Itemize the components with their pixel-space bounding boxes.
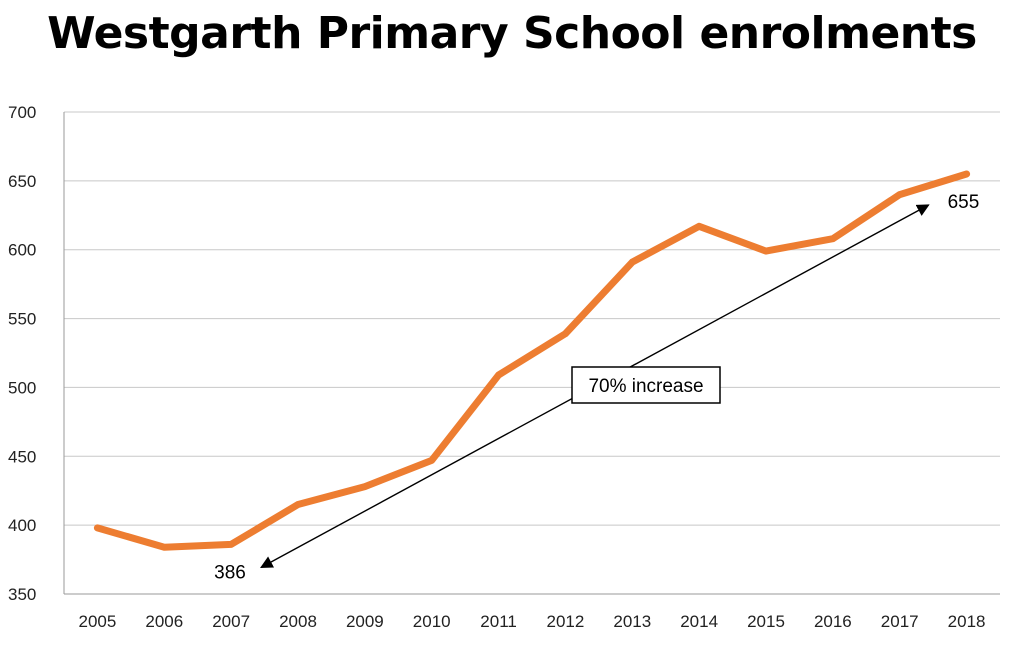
y-tick-label: 500	[8, 378, 36, 397]
data-point	[629, 258, 636, 266]
x-tick-label: 2016	[814, 612, 852, 631]
x-tick-label: 2017	[881, 612, 919, 631]
x-tick-label: 2009	[346, 612, 384, 631]
x-tick-label: 2014	[680, 612, 718, 631]
y-tick-label: 350	[8, 585, 36, 604]
data-point	[428, 457, 435, 464]
data-point	[495, 371, 502, 379]
axes	[63, 112, 1000, 595]
data-point	[829, 235, 837, 242]
x-axis-tick-labels: 2005 2006 2007 2008 2009 2010 2011 2012 2013 2014…	[79, 612, 986, 631]
y-tick-label: 400	[8, 516, 36, 535]
data-point	[963, 170, 970, 178]
y-tick-label: 550	[8, 310, 36, 329]
x-tick-label: 2012	[547, 612, 585, 631]
x-tick-label: 2011	[480, 612, 517, 631]
x-tick-label: 2005	[79, 612, 117, 631]
x-tick-label: 2008	[279, 612, 317, 631]
increase-label: 70% increase	[588, 376, 703, 397]
x-tick-label: 2010	[413, 612, 451, 631]
annotations: 70% increase 386 655	[214, 192, 979, 583]
y-tick-label: 700	[8, 103, 36, 122]
data-point	[161, 543, 168, 551]
x-tick-label: 2006	[145, 612, 183, 631]
x-tick-label: 2013	[613, 612, 651, 631]
increase-label-box	[571, 366, 721, 404]
chart-title: Westgarth Primary School enrolments	[47, 8, 977, 59]
y-axis-tick-labels: 350 400 450 500 550 600 650 700	[8, 103, 36, 604]
data-point	[562, 330, 569, 337]
data-point	[361, 483, 369, 490]
y-tick-label: 650	[8, 172, 36, 191]
series-layer	[93, 170, 971, 551]
y-tick-label: 600	[8, 241, 36, 260]
end-value-label: 655	[948, 192, 980, 213]
data-point	[896, 191, 903, 198]
data-point	[762, 247, 770, 255]
gridlines	[64, 111, 1000, 526]
start-value-label: 386	[214, 562, 246, 583]
series-line	[93, 170, 971, 551]
y-tick-label: 450	[8, 447, 36, 466]
data-point	[695, 223, 703, 230]
x-tick-label: 2018	[948, 612, 986, 631]
x-tick-label: 2007	[212, 612, 250, 631]
data-point	[294, 501, 302, 508]
data-point	[94, 524, 101, 532]
x-tick-label: 2015	[747, 612, 785, 631]
data-point	[227, 541, 235, 548]
